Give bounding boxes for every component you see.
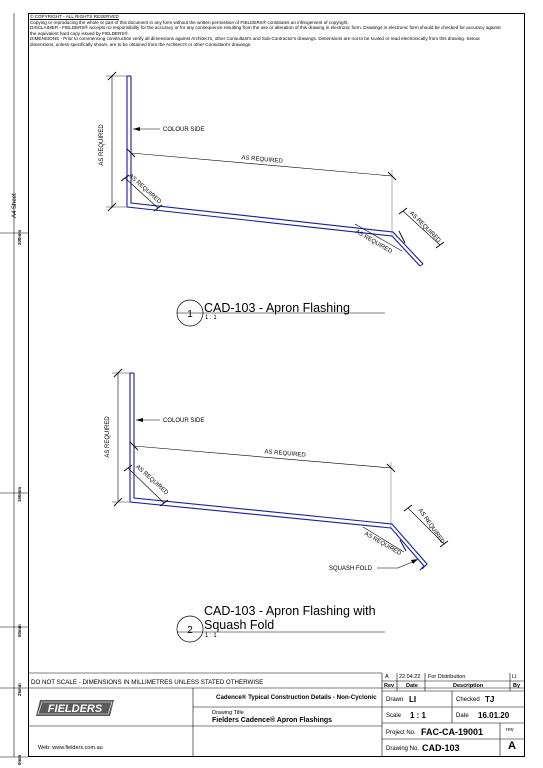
series-title: Cadence® Typical Construction Details - …: [216, 694, 377, 701]
detail-1-flashing-profile: [126, 76, 421, 267]
detail-1-slope-label: AS REQUIRED: [354, 229, 393, 255]
checked-value: TJ: [485, 695, 495, 704]
detail-1-length-label: AS REQUIRED: [241, 155, 283, 165]
revision-description: For Distribution: [428, 674, 466, 680]
drawing-no-value: CAD-103: [422, 743, 460, 753]
detail-2-corner-label: AS REQUIRED: [134, 464, 169, 497]
detail-2-number-circle: [176, 615, 204, 643]
detail-1-number: 1: [187, 309, 193, 320]
project-no-label: Project No.: [386, 730, 416, 736]
copyright-heading: © COPYRIGHT - ALL RIGHTS RESERVED: [30, 14, 119, 19]
detail-2-scale: 1 : 1: [205, 633, 217, 639]
rev-value: A: [508, 740, 516, 752]
drawn-label: Drawn: [386, 697, 404, 703]
revision-header-rev: Rev: [384, 683, 395, 689]
do-not-scale-notice: DO NOT SCALE - DIMENSIONS IN MILLIMETRES…: [31, 679, 264, 686]
dimensions-text: DIMENSIONS - Prior to commencing constru…: [30, 36, 480, 42]
revision-by: LI: [512, 674, 517, 680]
detail-1-colour-side-label: COLOUR SIDE: [163, 127, 204, 133]
rev-label: rev: [506, 727, 514, 733]
detail-2-number: 2: [187, 625, 193, 636]
detail-2-title-line-2: Squash Fold: [204, 618, 275, 632]
website: Web: www.fielders.com.au: [38, 745, 103, 751]
drawing-title-label: Drawing Title: [212, 710, 244, 716]
detail-2-drawing: AS REQUIRED COLOUR SIDE AS REQUIRED AS R…: [105, 368, 449, 643]
disclaimer-text-2: the equivalent hard copy issued by FIELD…: [30, 30, 130, 36]
detail-1-drawing: AS REQUIRED COLOUR SIDE AS REQUIRED AS R…: [99, 71, 445, 327]
logo-text: FIELDERS: [48, 703, 103, 715]
scale-value: 1 : 1: [410, 711, 427, 720]
disclaimer-text: DISCLAIMER - FIELDERS® accepts no respon…: [30, 25, 501, 31]
scale-label: Scale: [386, 713, 402, 719]
sheet-ruler: A4 Sheet 200mm 150mm 50mm 25mm 0mm: [0, 0, 28, 768]
date-value: 16.01.20: [478, 711, 510, 720]
revision-header-description: Description: [453, 683, 484, 689]
detail-2-squash-fold-label: SQUASH FOLD: [329, 566, 373, 572]
detail-1-height-label: AS REQUIRED: [99, 124, 105, 166]
detail-1-scale: 1 : 1: [205, 315, 217, 321]
copyright-text: Copying or reproducing the whole or part…: [30, 19, 349, 25]
fielders-logo: FIELDERS: [36, 700, 114, 716]
title-block-grid: [28, 672, 525, 757]
checked-label: Checked: [456, 697, 480, 703]
drawing-no-label: Drawing No.: [386, 746, 420, 752]
legal-notes: © COPYRIGHT - ALL RIGHTS RESERVED Copyin…: [30, 14, 522, 48]
detail-2-flashing-profile-inner: [133, 373, 428, 570]
revision-rev: A: [385, 674, 389, 680]
dimensions-text-2: dimensions, unless specifically shown, a…: [30, 41, 252, 47]
drawing-frame: [28, 13, 525, 757]
detail-1-title: CAD-103 - Apron Flashing: [204, 301, 350, 315]
detail-1-flashing-profile-inner: [130, 76, 424, 265]
detail-2-tail-label: AS REQUIRED: [417, 508, 446, 546]
detail-2-title-line-1: CAD-103 - Apron Flashing with: [204, 604, 376, 618]
drawing-title: Fielders Cadence® Apron Flashings: [212, 717, 333, 724]
detail-2-length-label: AS REQUIRED: [264, 449, 306, 459]
drawn-value: LI: [409, 695, 417, 704]
detail-1-length-dimension: [130, 152, 393, 177]
date-label: Date: [456, 713, 469, 719]
detail-2-length-dimension: [133, 445, 392, 469]
detail-2-height-label: AS REQUIRED: [105, 416, 111, 458]
detail-1-corner-label: AS REQUIRED: [127, 173, 162, 206]
detail-2-colour-side-label: COLOUR SIDE: [163, 418, 204, 424]
detail-1-tail-label: AS REQUIRED: [408, 211, 442, 245]
revision-date: 22.04.22: [399, 674, 421, 680]
revision-header-date: Date: [406, 683, 418, 689]
project-no-value: FAC-CA-19001: [421, 727, 484, 737]
revision-header-by: By: [513, 683, 521, 689]
